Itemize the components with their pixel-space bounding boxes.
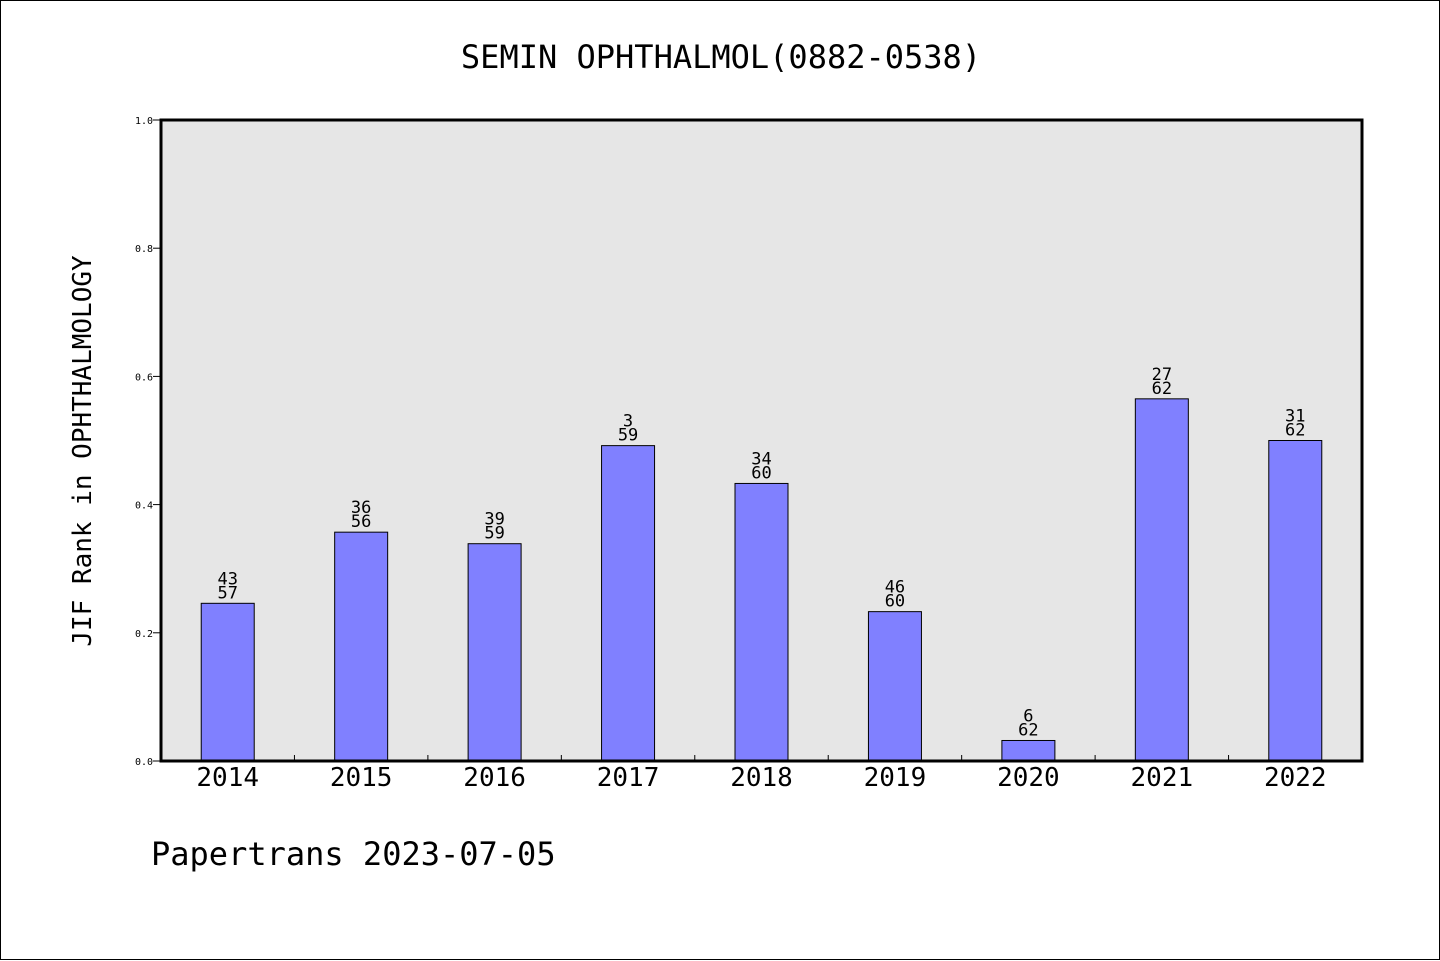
- x-tick-label: 2021: [1131, 763, 1194, 793]
- bar-label-total: 59: [618, 426, 638, 446]
- bar-label-total: 62: [1285, 421, 1305, 441]
- bar-2021: [1134, 398, 1189, 762]
- y-tick-label: 0.8: [135, 244, 153, 255]
- bar-label-rank: 43: [217, 569, 237, 589]
- bar-label-rank: 31: [1285, 407, 1305, 427]
- y-tick-label: 1.0: [135, 116, 153, 127]
- y-tick-label: 0.2: [135, 629, 153, 640]
- bar-label-total: 57: [217, 583, 237, 603]
- x-tick-label: 2016: [463, 763, 526, 793]
- bar-label-rank: 6: [1023, 706, 1033, 726]
- x-tick-label: 2015: [330, 763, 393, 793]
- x-tick-label: 2019: [864, 763, 927, 793]
- bar-label-rank: 34: [751, 449, 771, 469]
- bar-2022: [1268, 440, 1323, 762]
- y-tick-labels: 0.0 0.2 0.4 0.6 0.8 1.0: [135, 116, 153, 768]
- bar-2018: [734, 482, 789, 762]
- bar-label-total: 60: [751, 463, 771, 483]
- x-tick-label: 2022: [1264, 763, 1327, 793]
- bar-2017: [601, 445, 656, 762]
- bar-2015: [334, 531, 389, 762]
- bar-label-total: 62: [1018, 720, 1038, 740]
- x-tick-labels: 2014 2015 2016 2017 2018 2019 2020 2021 2022: [196, 763, 1326, 793]
- bar-label-rank: 27: [1152, 365, 1172, 385]
- bar-label-total: 56: [351, 512, 371, 532]
- bar-label-rank: 46: [885, 578, 905, 598]
- footer-text: Papertrans 2023-07-05: [151, 835, 556, 873]
- y-tick-label: 0.4: [135, 501, 153, 512]
- bar-2014: [200, 602, 255, 762]
- bar-label-total: 59: [484, 524, 504, 544]
- bar-label-total: 62: [1152, 379, 1172, 399]
- bar-2020: [1001, 739, 1056, 762]
- x-tick-label: 2020: [997, 763, 1060, 793]
- x-tick-label: 2017: [597, 763, 660, 793]
- bar-2019: [867, 611, 922, 762]
- bar-label-rank: 36: [351, 498, 371, 518]
- bar-label-rank: 39: [484, 510, 504, 530]
- chart-title: SEMIN OPHTHALMOL(0882-0538): [461, 38, 981, 76]
- bar-label-rank: 3: [623, 412, 633, 432]
- y-axis-label: JIF Rank in OPHTHALMOLOGY: [68, 255, 98, 647]
- y-tick-label: 0.6: [135, 372, 153, 383]
- plot-border: [159, 118, 1364, 763]
- x-tick-label: 2018: [730, 763, 793, 793]
- bars-group: [200, 398, 1323, 762]
- y-tick-label: 0.0: [135, 757, 153, 768]
- bar-2016: [467, 543, 522, 762]
- bar-label-total: 60: [885, 592, 905, 612]
- x-tick-label: 2014: [196, 763, 259, 793]
